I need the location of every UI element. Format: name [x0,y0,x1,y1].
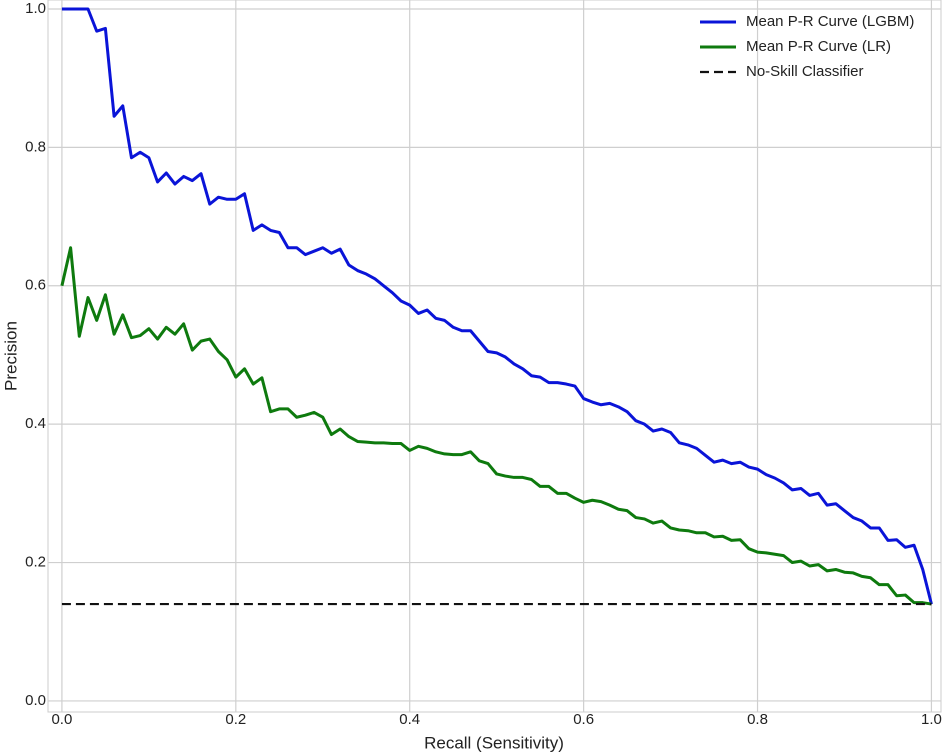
y-tick-label: 0.4 [25,415,46,432]
series-line [61,7,933,605]
legend-label: No-Skill Classifier [746,63,864,80]
x-tick-label: 0.6 [573,711,594,728]
plot-area [47,0,942,713]
y-tick-label: 0.0 [25,692,46,709]
x-tick-label: 0.4 [399,711,420,728]
y-tick-label: 0.2 [25,554,46,571]
series-line [60,246,932,606]
x-tick-label: 0.2 [225,711,246,728]
x-axis-label: Recall (Sensitivity) [424,733,564,752]
y-tick-label: 0.8 [25,138,46,155]
y-tick-label: 0.6 [25,277,46,294]
x-tick-label: 1.0 [921,711,942,728]
y-tick-label: 1.0 [25,0,46,17]
x-tick-label: 0.8 [747,711,768,728]
legend-label: Mean P-R Curve (LR) [746,38,891,55]
x-tick-label: 0.0 [51,711,72,728]
y-axis-label: Precision [1,321,20,391]
legend-label: Mean P-R Curve (LGBM) [746,13,914,30]
